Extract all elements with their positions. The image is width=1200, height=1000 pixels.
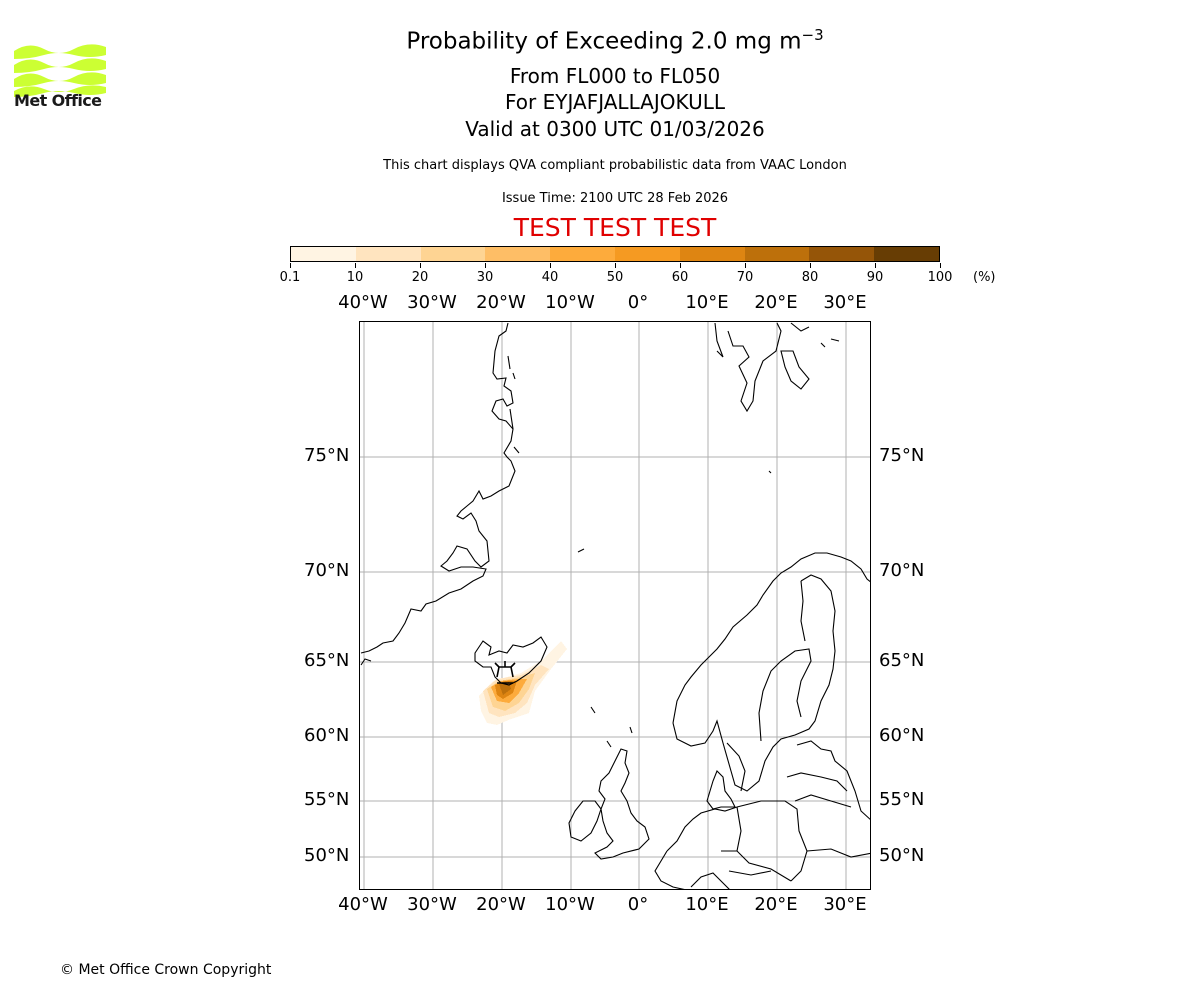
latitude-label: 75°N <box>304 445 350 466</box>
colorbar-segment <box>291 247 356 261</box>
longitude-label: 10°W <box>545 894 595 915</box>
coastlines <box>360 322 870 889</box>
colorbar-segment <box>809 247 875 261</box>
title-superscript: −3 <box>801 26 824 44</box>
colorbar-tick-label: 40 <box>541 270 559 285</box>
colorbar-tick-label: 0.1 <box>279 270 301 285</box>
latitude-label: 70°N <box>879 560 925 581</box>
colorbar-tick-label: 20 <box>411 270 429 285</box>
longitude-label: 30°E <box>823 894 867 915</box>
colorbar-tick <box>875 263 876 268</box>
longitude-label: 30°W <box>407 894 457 915</box>
issue-time: Issue Time: 2100 UTC 28 Feb 2026 <box>501 191 729 206</box>
longitude-label: 10°W <box>545 292 595 313</box>
colorbar-tick <box>290 263 291 268</box>
test-banner: TEST TEST TEST <box>513 213 717 242</box>
longitude-label: 10°E <box>685 292 729 313</box>
map-canvas <box>360 322 870 889</box>
longitude-label: 20°W <box>476 894 526 915</box>
latitude-label: 65°N <box>879 650 925 671</box>
latitude-label: 70°N <box>304 560 350 581</box>
longitude-label: 40°W <box>338 292 388 313</box>
colorbar-tick <box>485 263 486 268</box>
colorbar-segment <box>744 247 810 261</box>
colorbar-tick-label: 90 <box>866 270 884 285</box>
colorbar-tick-label: 60 <box>671 270 689 285</box>
colorbar-segment <box>485 247 551 261</box>
longitude-label: 30°W <box>407 292 457 313</box>
colorbar-segment <box>614 247 680 261</box>
logo-wordmark: Met Office <box>14 91 102 110</box>
latitude-label: 60°N <box>879 725 925 746</box>
colorbar-tick <box>420 263 421 268</box>
longitude-label: 20°E <box>754 292 798 313</box>
description: This chart displays QVA compliant probab… <box>383 158 847 173</box>
flight-levels: From FL000 to FL050 <box>509 64 721 88</box>
latitude-label: 75°N <box>879 445 925 466</box>
longitude-label: 20°E <box>754 894 798 915</box>
latitude-label: 55°N <box>879 789 925 810</box>
latitude-label: 50°N <box>879 845 925 866</box>
colorbar-unit: (%) <box>973 270 996 285</box>
longitude-label: 0° <box>627 292 649 313</box>
longitude-label: 10°E <box>685 894 729 915</box>
colorbar-segment <box>355 247 421 261</box>
colorbar-tick <box>940 263 941 268</box>
colorbar <box>290 246 940 262</box>
colorbar-tick <box>810 263 811 268</box>
colorbar-tick-label: 50 <box>606 270 624 285</box>
colorbar-tick <box>615 263 616 268</box>
title-text: Probability of Exceeding 2.0 mg m <box>406 28 802 55</box>
colorbar-segment <box>420 247 486 261</box>
colorbar-tick-label: 100 <box>927 270 953 285</box>
colorbar-segment <box>550 247 615 261</box>
colorbar-segment <box>679 247 745 261</box>
colorbar-tick-label: 10 <box>346 270 364 285</box>
met-office-logo-icon <box>14 44 106 97</box>
colorbar-tick-label: 80 <box>801 270 819 285</box>
latitude-label: 65°N <box>304 650 350 671</box>
latitude-label: 50°N <box>304 845 350 866</box>
graticule <box>360 322 870 889</box>
volcano-name: For EYJAFJALLAJOKULL <box>505 90 725 114</box>
map-panel[interactable] <box>359 321 871 890</box>
latitude-label: 60°N <box>304 725 350 746</box>
colorbar-segment <box>874 247 939 261</box>
copyright-notice: © Met Office Crown Copyright <box>60 962 272 978</box>
longitude-label: 20°W <box>476 292 526 313</box>
valid-time: Valid at 0300 UTC 01/03/2026 <box>465 117 765 141</box>
chart-title: Probability of Exceeding 2.0 mg m−3 <box>300 26 930 55</box>
colorbar-tick <box>355 263 356 268</box>
colorbar-tick-label: 30 <box>476 270 494 285</box>
longitude-label: 30°E <box>823 292 867 313</box>
longitude-label: 40°W <box>338 894 388 915</box>
colorbar-tick-label: 70 <box>736 270 754 285</box>
colorbar-tick <box>680 263 681 268</box>
colorbar-tick <box>745 263 746 268</box>
latitude-label: 55°N <box>304 789 350 810</box>
colorbar-tick <box>550 263 551 268</box>
longitude-label: 0° <box>627 894 649 915</box>
